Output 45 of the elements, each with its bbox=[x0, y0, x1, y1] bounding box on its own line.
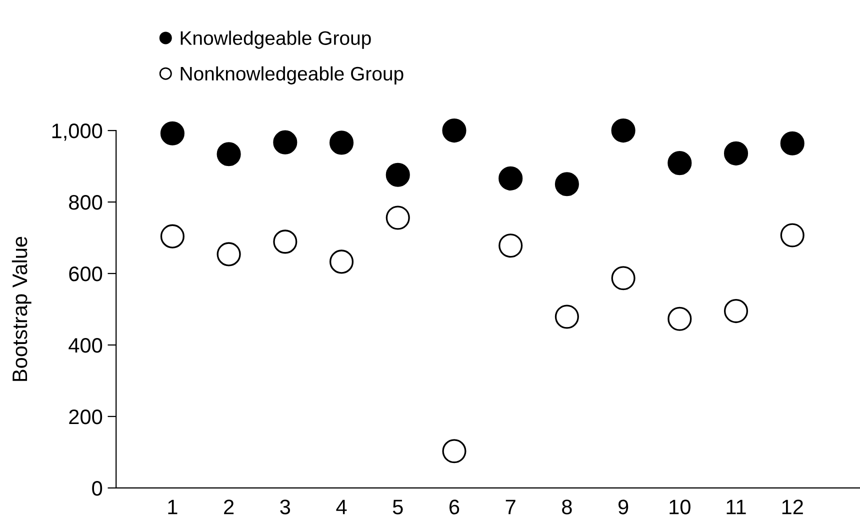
legend-label: Knowledgeable Group bbox=[180, 30, 371, 49]
legend-label: Nonknowledgeable Group bbox=[180, 66, 404, 84]
x-tick-label: 2 bbox=[224, 500, 234, 514]
x-tick-label: 8 bbox=[562, 500, 572, 514]
point bbox=[160, 224, 184, 248]
y-tick-label: 600 bbox=[69, 266, 102, 282]
x-tick-label: 11 bbox=[726, 500, 746, 514]
point bbox=[724, 299, 748, 324]
point bbox=[611, 118, 636, 143]
y-tick-label: 800 bbox=[69, 195, 102, 210]
y-tick-label: 0 bbox=[92, 480, 102, 496]
point bbox=[386, 206, 410, 230]
point bbox=[780, 131, 804, 156]
x-tick-label: 6 bbox=[450, 500, 460, 514]
point bbox=[216, 242, 241, 266]
point bbox=[780, 223, 804, 248]
x-tick-label: 10 bbox=[670, 500, 690, 514]
point bbox=[442, 439, 466, 464]
point bbox=[611, 266, 636, 290]
point bbox=[498, 166, 523, 190]
y-tick-label: 400 bbox=[68, 338, 102, 353]
point bbox=[724, 141, 748, 166]
point bbox=[329, 250, 354, 274]
point bbox=[216, 142, 241, 166]
point bbox=[668, 306, 692, 331]
point bbox=[498, 234, 523, 258]
x-tick-label: 7 bbox=[506, 500, 516, 514]
x-tick-label: 1 bbox=[168, 500, 178, 514]
x-tick-label: 12 bbox=[782, 500, 803, 514]
y-axis-title: Bootstrap Value bbox=[12, 236, 32, 381]
point bbox=[668, 151, 692, 176]
y-tick-label: 200 bbox=[69, 409, 102, 424]
point bbox=[554, 172, 579, 196]
point bbox=[442, 118, 466, 143]
x-tick-label: 9 bbox=[618, 500, 628, 514]
point bbox=[386, 162, 410, 187]
point bbox=[554, 304, 579, 329]
point bbox=[329, 130, 354, 155]
point bbox=[273, 230, 298, 254]
x-tick-label: 3 bbox=[280, 500, 290, 514]
x-tick-label: 5 bbox=[392, 500, 403, 514]
point bbox=[160, 121, 184, 146]
point bbox=[273, 130, 298, 154]
x-tick-label: 4 bbox=[336, 500, 347, 514]
y-tick-label: 1,000 bbox=[52, 124, 102, 141]
